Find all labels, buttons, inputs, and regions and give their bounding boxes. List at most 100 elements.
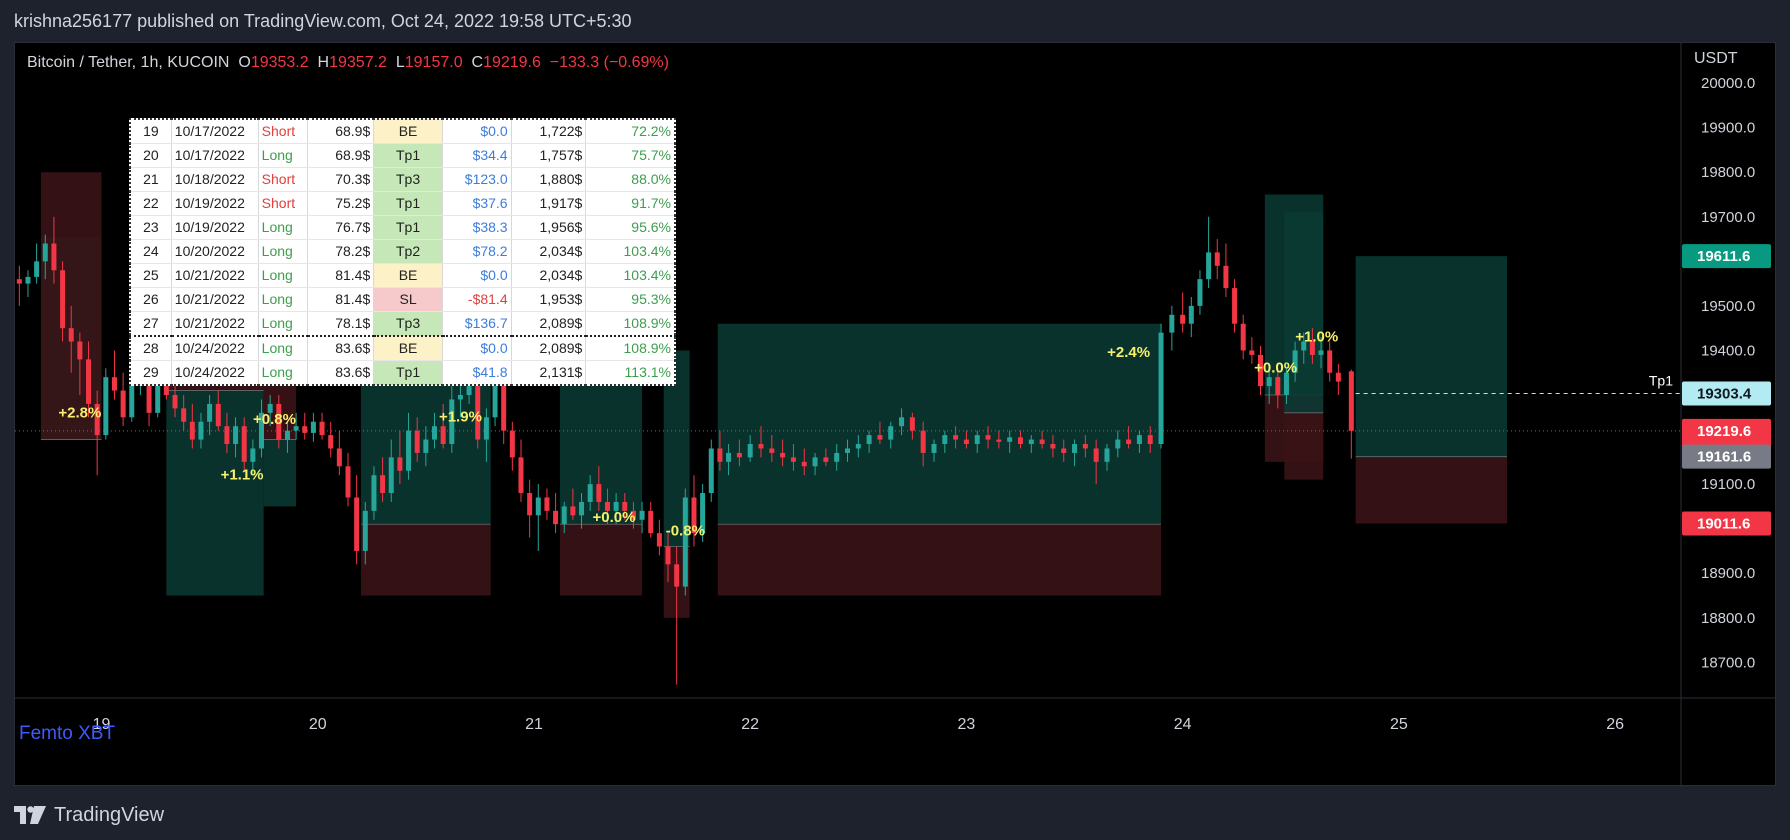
trade-number: 26	[130, 287, 172, 312]
time-tick-label: 24	[1174, 716, 1192, 733]
candle-body	[77, 341, 83, 360]
candle-body	[974, 435, 980, 445]
price-tick-label: 18800.0	[1701, 610, 1755, 627]
candle-body	[380, 475, 386, 494]
price-tick-label: 19800.0	[1701, 164, 1755, 181]
candle-body	[708, 448, 714, 494]
time-tick-label: 22	[741, 716, 759, 733]
trade-side: Long	[258, 143, 308, 168]
trade-percent: 113.1%	[585, 360, 676, 386]
candle-body	[587, 484, 593, 502]
footer: TradingView	[14, 800, 164, 830]
trade-result-label: +1.9%	[439, 409, 482, 426]
trade-pnl: $41.8	[442, 360, 512, 386]
trade-pnl: -$81.4	[442, 287, 512, 312]
time-tick-label: 25	[1390, 716, 1408, 733]
candle-body	[1283, 372, 1289, 396]
candle-body	[60, 270, 66, 329]
candle-body	[1249, 350, 1255, 355]
trade-date: 10/18/2022	[171, 167, 259, 192]
candle-body	[1169, 314, 1175, 333]
high-value: 19357.2	[329, 54, 387, 71]
candle-body	[155, 381, 161, 413]
change-value: −133.3 (−0.69%)	[549, 54, 669, 71]
candle-body	[42, 243, 48, 262]
candle-body	[613, 501, 619, 511]
candle-body	[68, 328, 74, 342]
candle-body	[1147, 435, 1153, 445]
trade-date: 10/17/2022	[171, 143, 259, 168]
candle-body	[899, 417, 905, 427]
trade-side: Short	[258, 167, 308, 192]
trade-row: 21 10/18/2022 Short 70.3$ Tp3 $123.0 1,880$ 88.…	[130, 167, 676, 192]
trade-balance: 2,034$	[511, 263, 587, 288]
candle-body	[985, 435, 991, 440]
candle-body	[691, 497, 697, 534]
chart-frame[interactable]: Tp1 +2.8% +0.8% +1.1% +1.9% +0.0% -0.8% +2.4% +…	[14, 42, 1777, 787]
trade-percent: 103.4%	[585, 239, 676, 264]
tp-line-label: Tp1	[1649, 372, 1673, 388]
trade-side: Long	[258, 239, 308, 264]
price-axis-unit[interactable]: USDT	[1694, 50, 1738, 67]
trade-size: 81.4$	[307, 263, 375, 288]
price-badge	[1682, 381, 1771, 406]
candle-body	[1188, 305, 1194, 324]
price-badge-label: 19611.6	[1697, 248, 1750, 265]
high-label: H	[317, 54, 330, 71]
trade-pnl: $0.0	[442, 335, 512, 361]
candle-body	[111, 377, 117, 391]
tradingview-brand[interactable]: TradingView	[54, 803, 165, 826]
publish-text: krishna256177 published on TradingView.c…	[14, 10, 632, 31]
trade-number: 27	[130, 311, 172, 337]
candle-body	[1327, 350, 1333, 373]
trade-pnl: $123.0	[442, 167, 512, 192]
trade-balance: 1,757$	[511, 143, 587, 168]
candle-body	[146, 377, 152, 413]
trade-number: 19	[130, 119, 172, 144]
candle-body	[34, 261, 40, 277]
candle-body	[501, 372, 507, 431]
trade-balance: 1,917$	[511, 191, 587, 216]
symbol-name[interactable]: Bitcoin / Tether, 1h, KUCOIN	[27, 54, 230, 71]
candle-body	[996, 439, 1002, 442]
trade-number: 22	[130, 191, 172, 216]
trade-percent: 103.4%	[585, 263, 676, 288]
candle-body	[1028, 439, 1034, 445]
trade-result-label: +2.4%	[1107, 344, 1150, 361]
trade-result: BE	[373, 335, 443, 361]
candle-body	[622, 501, 628, 511]
candle-body	[866, 435, 872, 445]
candle-body	[94, 403, 100, 436]
candle-body	[758, 444, 764, 449]
trade-pnl: $136.7	[442, 311, 512, 337]
trade-balance: 2,089$	[511, 335, 587, 361]
author-watermark: Femto XBT	[19, 723, 116, 744]
trade-balance: 1,880$	[511, 167, 587, 192]
tradingview-logo-icon[interactable]	[14, 806, 46, 824]
chart-canvas[interactable]: Tp1 +2.8% +0.8%+1.1%+1.9%+0.0%-0.8%+2.4%+…	[15, 43, 1777, 787]
trade-balance: 1,953$	[511, 287, 587, 312]
trade-size: 75.2$	[307, 191, 375, 216]
trade-balance: 1,956$	[511, 215, 587, 240]
candle-body	[639, 510, 645, 520]
trade-result: Tp1	[373, 360, 443, 386]
candle-body	[345, 466, 351, 498]
candle-body	[1240, 323, 1246, 351]
trade-percent: 75.7%	[585, 143, 676, 168]
trade-side: Short	[258, 191, 308, 216]
trade-percent: 95.3%	[585, 287, 676, 312]
candle-body	[423, 439, 429, 453]
trade-date: 10/21/2022	[171, 263, 259, 288]
candle-body	[440, 426, 446, 445]
trade-size: 70.3$	[307, 167, 375, 192]
candle-body	[509, 430, 515, 458]
trade-percent: 95.6%	[585, 215, 676, 240]
trade-number: 20	[130, 143, 172, 168]
candle-body	[1115, 439, 1121, 449]
candle-body	[700, 493, 706, 534]
stop-zone	[717, 524, 1162, 596]
trade-result-label: +2.8%	[58, 404, 101, 421]
candle-body	[259, 412, 265, 449]
candle-body	[233, 426, 239, 445]
price-badge	[1682, 511, 1771, 536]
